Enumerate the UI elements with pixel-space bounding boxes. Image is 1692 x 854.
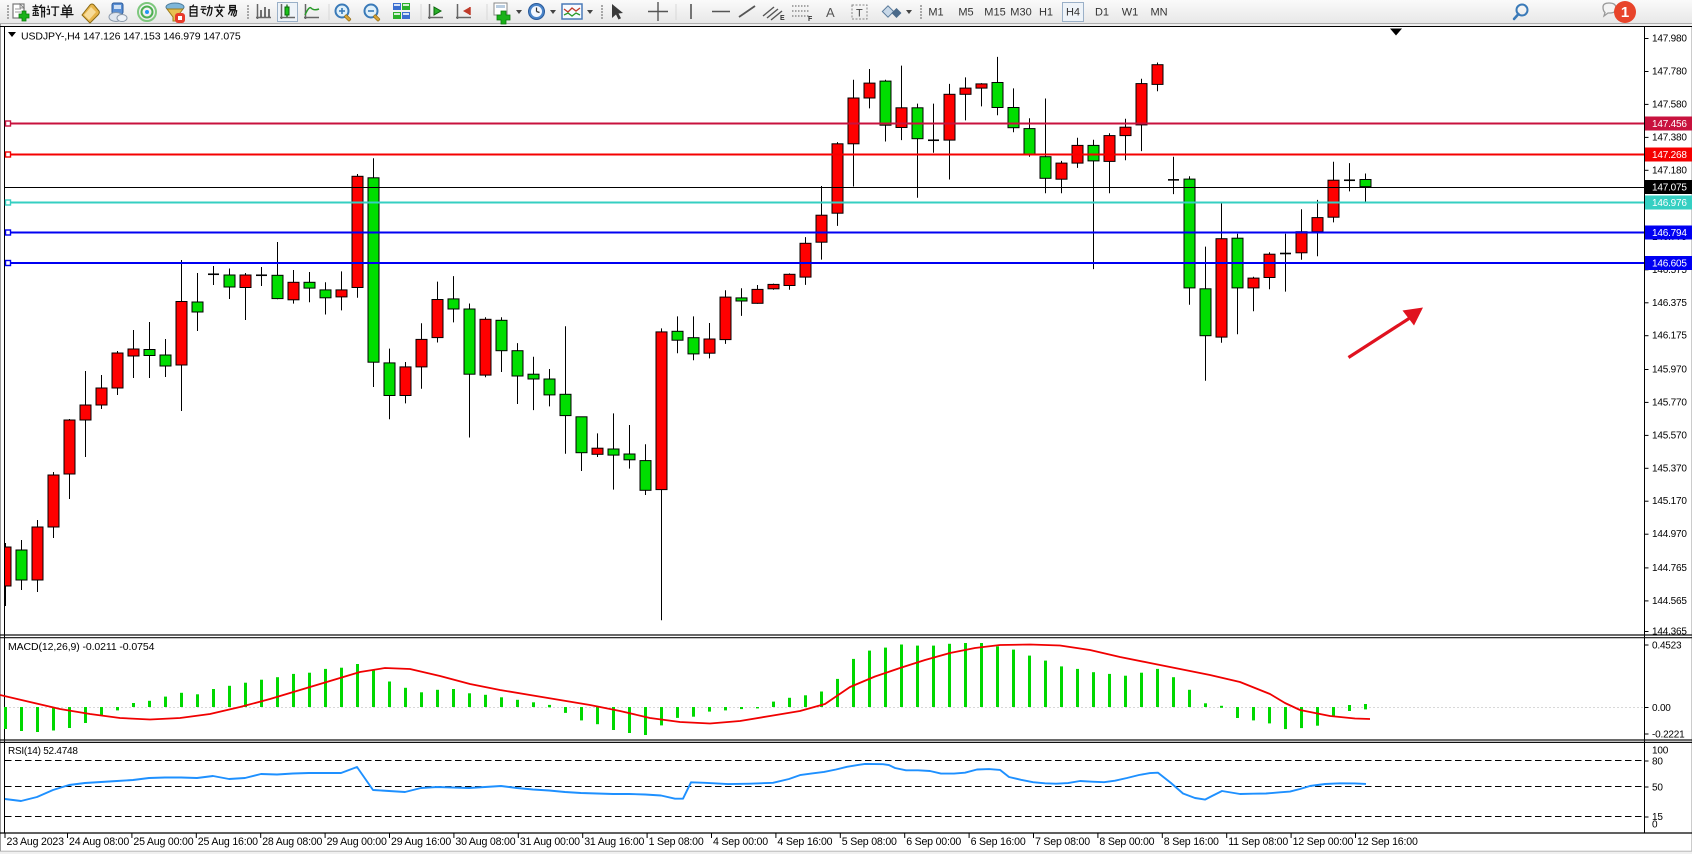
svg-text:145.370: 145.370	[1652, 463, 1687, 474]
svg-text:30 Aug 08:00: 30 Aug 08:00	[455, 836, 515, 848]
svg-text:147.580: 147.580	[1652, 99, 1687, 110]
svg-text:12 Sep 00:00: 12 Sep 00:00	[1293, 836, 1354, 848]
svg-text:145.170: 145.170	[1652, 496, 1687, 507]
svg-text:144.565: 144.565	[1652, 596, 1687, 607]
svg-text:0.4523: 0.4523	[1652, 641, 1682, 652]
svg-text:-0.2221: -0.2221	[1652, 730, 1685, 741]
svg-text:23 Aug 2023: 23 Aug 2023	[7, 836, 65, 848]
svg-text:144.365: 144.365	[1652, 627, 1687, 638]
svg-text:11 Sep 08:00: 11 Sep 08:00	[1228, 836, 1288, 848]
svg-text:31 Aug 16:00: 31 Aug 16:00	[584, 836, 644, 848]
svg-text:147.075: 147.075	[1652, 183, 1687, 194]
svg-text:H4: H4	[1066, 7, 1080, 19]
svg-text:80: 80	[1652, 757, 1663, 768]
svg-text:147.780: 147.780	[1652, 67, 1687, 78]
svg-text:M5: M5	[958, 7, 973, 19]
svg-text:25 Aug 00:00: 25 Aug 00:00	[133, 836, 193, 848]
svg-text:31 Aug 00:00: 31 Aug 00:00	[520, 836, 580, 848]
svg-text:5 Sep 08:00: 5 Sep 08:00	[842, 836, 897, 848]
svg-text:6 Sep 16:00: 6 Sep 16:00	[971, 836, 1026, 848]
svg-text:146.976: 146.976	[1652, 198, 1687, 209]
svg-text:25 Aug 16:00: 25 Aug 16:00	[198, 836, 258, 848]
svg-text:146.575: 146.575	[1652, 265, 1687, 276]
svg-text:147.456: 147.456	[1652, 119, 1687, 130]
svg-text:8 Sep 16:00: 8 Sep 16:00	[1164, 836, 1219, 848]
svg-text:7 Sep 08:00: 7 Sep 08:00	[1035, 836, 1090, 848]
svg-text:M15: M15	[984, 7, 1005, 19]
svg-text:MN: MN	[1150, 7, 1167, 19]
svg-text:F: F	[808, 16, 813, 23]
svg-text:147.980: 147.980	[1652, 34, 1687, 45]
svg-text:USDJPY-,H4 147.126 147.153 14: USDJPY-,H4 147.126 147.153 146.979 147.0…	[21, 31, 241, 43]
svg-text:1 Sep 08:00: 1 Sep 08:00	[649, 836, 704, 848]
svg-text:146.794: 146.794	[1652, 228, 1687, 239]
svg-text:W1: W1	[1122, 7, 1139, 19]
svg-text:A: A	[826, 5, 835, 20]
svg-text:RSI(14) 52.4748: RSI(14) 52.4748	[8, 746, 78, 757]
svg-text:15: 15	[1652, 812, 1663, 823]
svg-text:12 Sep 16:00: 12 Sep 16:00	[1357, 836, 1418, 848]
svg-text:100: 100	[1652, 746, 1669, 757]
svg-text:29 Aug 16:00: 29 Aug 16:00	[391, 836, 451, 848]
svg-text:147.180: 147.180	[1652, 165, 1687, 176]
svg-text:0.00: 0.00	[1652, 703, 1671, 714]
svg-text:145.970: 145.970	[1652, 365, 1687, 376]
svg-text:8 Sep 00:00: 8 Sep 00:00	[1099, 836, 1154, 848]
svg-text:E: E	[780, 15, 785, 22]
svg-text:H1: H1	[1039, 7, 1053, 19]
svg-text:147.268: 147.268	[1652, 150, 1687, 161]
svg-text:145.570: 145.570	[1652, 430, 1687, 441]
svg-text:6 Sep 00:00: 6 Sep 00:00	[906, 836, 961, 848]
svg-text:24 Aug 08:00: 24 Aug 08:00	[69, 836, 129, 848]
svg-text:M1: M1	[928, 7, 943, 19]
svg-text:29 Aug 00:00: 29 Aug 00:00	[327, 836, 387, 848]
svg-text:144.970: 144.970	[1652, 529, 1687, 540]
svg-text:147.380: 147.380	[1652, 132, 1687, 143]
svg-text:28 Aug 08:00: 28 Aug 08:00	[262, 836, 322, 848]
svg-text:4 Sep 00:00: 4 Sep 00:00	[713, 836, 768, 848]
svg-text:M30: M30	[1010, 7, 1031, 19]
svg-text:146.605: 146.605	[1652, 259, 1687, 270]
svg-text:146.175: 146.175	[1652, 331, 1687, 342]
svg-text:145.770: 145.770	[1652, 397, 1687, 408]
svg-text:0: 0	[1652, 820, 1658, 831]
svg-text:4 Sep 16:00: 4 Sep 16:00	[777, 836, 832, 848]
svg-text:MACD(12,26,9) -0.0211 -0.0754: MACD(12,26,9) -0.0211 -0.0754	[8, 641, 155, 653]
svg-text:144.765: 144.765	[1652, 563, 1687, 574]
svg-text:D1: D1	[1095, 7, 1109, 19]
svg-text:1: 1	[1621, 4, 1629, 21]
svg-text:T: T	[856, 8, 863, 20]
svg-text:146.375: 146.375	[1652, 298, 1687, 309]
svg-text:50: 50	[1652, 783, 1663, 794]
